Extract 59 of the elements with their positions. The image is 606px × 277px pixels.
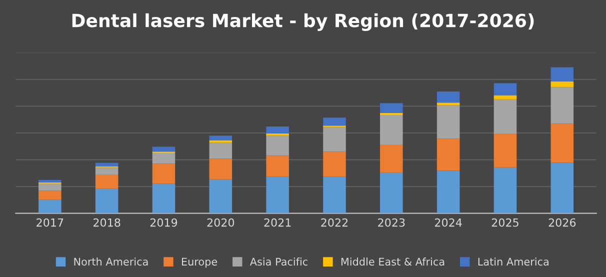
bar [436,102,460,106]
bar [209,142,232,159]
bar [152,164,176,184]
bar [550,87,574,124]
bar [436,138,460,171]
x-tick-label: 2022 [321,218,348,227]
bar [38,190,62,200]
bar [494,83,517,96]
legend-label: Middle East & Africa [341,258,444,266]
bar [436,91,460,103]
x-tick-label: 2023 [378,218,405,227]
bar [550,162,574,214]
x-tick-label: 2018 [94,218,120,227]
legend-label: North America [74,258,148,266]
bar [323,118,346,126]
bar [550,124,574,163]
bar [209,136,232,140]
bar [323,152,346,177]
bar [380,103,403,113]
x-tick-label: 2021 [264,218,291,227]
bar [550,67,574,82]
bar [95,162,118,167]
bar [38,183,62,191]
x-tick-label: 2025 [492,218,518,227]
x-tick-label: 2017 [36,218,64,227]
bar [266,126,289,134]
bar [152,152,176,164]
bar [380,114,403,144]
bar [494,134,517,168]
bar [380,172,403,214]
x-tick-label: 2024 [434,218,462,227]
bar [494,167,517,214]
bar [209,179,232,214]
bar [38,200,62,214]
bar [323,176,346,214]
x-tick-label: 2026 [548,218,576,227]
legend-label: Latin America [478,258,548,266]
legend-label: Europe [182,258,218,268]
chart-title: Dental lasers Market - by Region (2017-2026) [72,13,534,31]
legend-label: Asia Pacific [250,258,308,266]
bar [152,146,176,152]
bar [494,99,517,134]
x-tick-label: 2020 [207,218,234,227]
bar [209,158,232,180]
bar [266,136,289,156]
bar [266,176,289,214]
bar [550,81,574,88]
bar [436,170,460,214]
bar [323,127,346,152]
x-tick-label: 2019 [150,218,178,227]
bar [95,188,118,214]
bar [95,168,118,175]
bar [95,174,118,189]
bar [380,144,403,173]
bar [266,156,289,177]
bar [436,105,460,139]
bar [152,184,176,214]
bar [38,180,62,182]
bar [494,95,517,100]
